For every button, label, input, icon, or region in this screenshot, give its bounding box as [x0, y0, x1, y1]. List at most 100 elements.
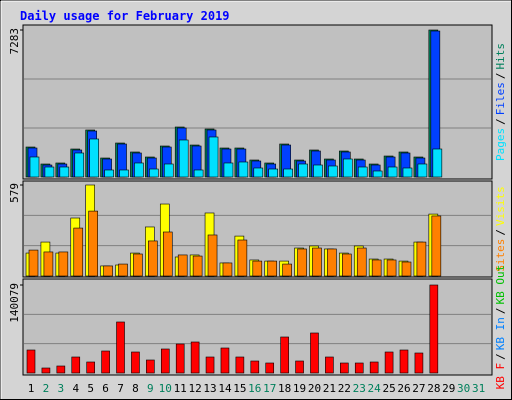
chart-title: Daily usage for February 2019: [20, 9, 230, 23]
bar: [116, 321, 125, 374]
bar: [88, 210, 98, 277]
y-tick-label: 579: [8, 183, 21, 203]
bar: [238, 161, 249, 178]
legend-entry: Files: [494, 82, 507, 115]
x-tick-label: 13: [203, 382, 216, 395]
bar: [431, 215, 442, 277]
bar: [73, 227, 84, 277]
y-tick-label: 140079: [8, 283, 21, 323]
bar: [193, 169, 204, 178]
legend-separator: /: [494, 307, 507, 314]
x-tick-label: 28: [427, 382, 440, 395]
x-tick-label: 21: [323, 382, 336, 395]
bar: [354, 362, 364, 374]
bar: [148, 240, 158, 277]
x-tick-label: 4: [72, 382, 79, 395]
x-tick-label: 20: [308, 382, 321, 395]
bar: [237, 239, 248, 277]
legend-entry: Visits: [494, 186, 507, 226]
bar: [357, 166, 368, 178]
bar: [401, 261, 412, 277]
bar: [192, 255, 203, 277]
bar: [371, 259, 382, 277]
bar: [313, 164, 323, 178]
bar: [118, 263, 128, 277]
bar: [267, 260, 278, 277]
bar: [162, 231, 173, 277]
bar: [372, 170, 383, 178]
x-tick-label: 27: [412, 382, 425, 395]
legend-entry: Hits: [494, 43, 507, 70]
bar: [298, 163, 308, 178]
x-tick-label: 24: [368, 382, 382, 395]
bar: [177, 254, 188, 277]
legend-separator: /: [494, 229, 507, 236]
bar: [399, 349, 409, 374]
bar: [56, 365, 66, 374]
x-tick-label: 22: [338, 382, 351, 395]
legend: Sites / Visits: [494, 186, 507, 272]
bar: [432, 148, 443, 178]
bar: [343, 158, 353, 178]
bar: [74, 152, 85, 178]
bar: [104, 169, 114, 178]
x-tick-label: 15: [233, 382, 246, 395]
bar: [327, 248, 337, 277]
bar: [160, 348, 170, 374]
x-tick-label: 16: [248, 382, 261, 395]
x-tick-label: 7: [117, 382, 124, 395]
bar: [86, 361, 95, 374]
bar: [28, 249, 39, 277]
x-tick-label: 17: [263, 382, 276, 395]
x-tick-label: 29: [442, 382, 455, 395]
bar: [297, 248, 307, 277]
bar: [103, 265, 113, 277]
plot-area: [22, 278, 493, 376]
bar: [235, 356, 245, 374]
y-tick-label: 7283: [8, 28, 21, 55]
bar: [43, 251, 54, 277]
bar: [325, 356, 334, 374]
bar: [250, 360, 260, 374]
x-tick-label: 23: [353, 382, 366, 395]
bar: [414, 352, 424, 374]
legend-separator: /: [494, 353, 507, 360]
bar: [369, 361, 379, 374]
bar: [220, 347, 230, 374]
bar: [44, 166, 55, 178]
x-tick-label: 9: [147, 382, 154, 395]
bar: [282, 263, 292, 277]
bar: [175, 343, 185, 374]
bar: [342, 253, 352, 277]
x-tick-label: 3: [58, 382, 65, 395]
bar: [310, 332, 319, 374]
bar: [312, 247, 322, 277]
legend-separator: /: [494, 73, 507, 80]
bar: [283, 168, 293, 178]
bar: [59, 166, 70, 178]
bar: [402, 167, 413, 178]
bar: [41, 367, 51, 374]
legend-entry: Pages: [494, 128, 507, 161]
bar: [356, 247, 367, 277]
x-tick-label: 1: [28, 382, 35, 395]
bar: [134, 162, 144, 178]
legend-entry: KB In: [494, 317, 507, 350]
bar: [146, 359, 155, 374]
plot-area: [22, 24, 493, 180]
bar: [253, 167, 264, 178]
x-tick-label: 12: [188, 382, 201, 395]
x-tick-label: 30: [457, 382, 470, 395]
x-tick-label: 18: [278, 382, 291, 395]
x-tick-label: 25: [382, 382, 395, 395]
x-tick-label: 2: [43, 382, 50, 395]
bar: [190, 341, 200, 374]
bar: [133, 253, 143, 277]
bar: [295, 360, 304, 374]
bar: [205, 356, 215, 374]
x-tick-label: 5: [87, 382, 94, 395]
legend-entry: KB F: [494, 363, 507, 390]
x-tick-label: 19: [293, 382, 306, 395]
bar: [340, 362, 349, 374]
